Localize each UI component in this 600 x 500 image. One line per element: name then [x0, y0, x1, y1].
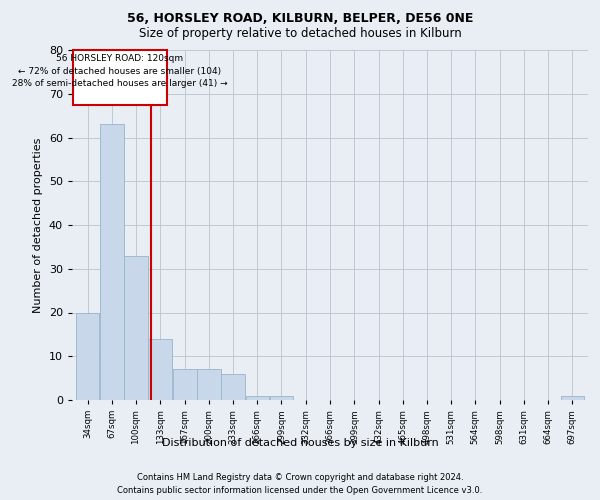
- Text: Distribution of detached houses by size in Kilburn: Distribution of detached houses by size …: [161, 438, 439, 448]
- Text: 28% of semi-detached houses are larger (41) →: 28% of semi-detached houses are larger (…: [12, 79, 228, 88]
- Text: 56 HORSLEY ROAD: 120sqm: 56 HORSLEY ROAD: 120sqm: [56, 54, 184, 64]
- Bar: [100, 124, 124, 400]
- Bar: [269, 396, 293, 400]
- Text: ← 72% of detached houses are smaller (104): ← 72% of detached houses are smaller (10…: [19, 66, 221, 76]
- Bar: [560, 396, 584, 400]
- Bar: [197, 370, 221, 400]
- FancyBboxPatch shape: [73, 50, 167, 104]
- Bar: [148, 339, 172, 400]
- Text: Size of property relative to detached houses in Kilburn: Size of property relative to detached ho…: [139, 28, 461, 40]
- Bar: [124, 256, 148, 400]
- Text: Contains HM Land Registry data © Crown copyright and database right 2024.: Contains HM Land Registry data © Crown c…: [137, 472, 463, 482]
- Y-axis label: Number of detached properties: Number of detached properties: [33, 138, 43, 312]
- Text: 56, HORSLEY ROAD, KILBURN, BELPER, DE56 0NE: 56, HORSLEY ROAD, KILBURN, BELPER, DE56 …: [127, 12, 473, 26]
- Bar: [76, 312, 100, 400]
- Bar: [221, 374, 245, 400]
- Text: Contains public sector information licensed under the Open Government Licence v3: Contains public sector information licen…: [118, 486, 482, 495]
- Bar: [245, 396, 269, 400]
- Bar: [173, 370, 197, 400]
